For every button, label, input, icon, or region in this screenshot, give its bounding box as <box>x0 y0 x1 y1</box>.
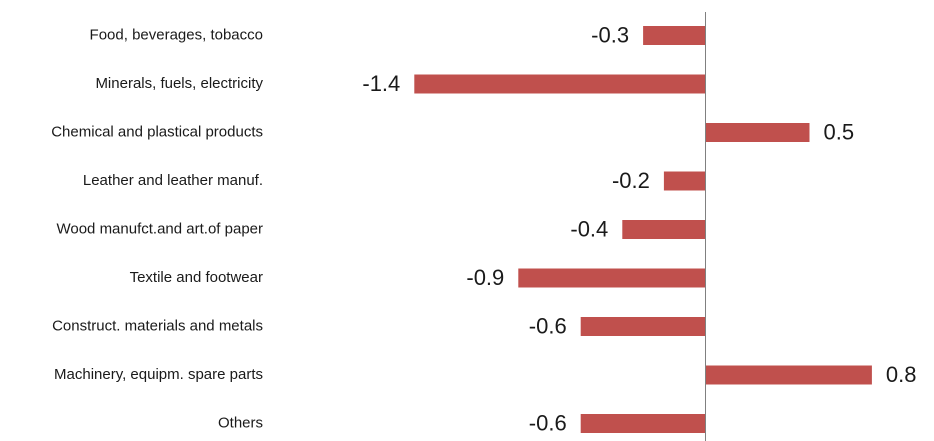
bar <box>580 317 706 336</box>
category-label: Machinery, equipm. spare parts <box>54 366 263 383</box>
bar <box>414 74 706 94</box>
data-label: 0.8 <box>886 362 917 387</box>
bar <box>643 26 706 45</box>
category-label: Chemical and plastical products <box>51 123 263 140</box>
data-label: -0.6 <box>529 313 567 338</box>
category-label: Construct. materials and metals <box>52 317 263 334</box>
data-labels: -0.3 -1.4 0.5 -0.2-0.4 -0.9 -0.6 0.8 -0.6 <box>362 22 916 435</box>
category-label: Wood manufct.and art.of paper <box>56 220 263 237</box>
data-label: -0.6 <box>529 410 567 435</box>
bar <box>518 268 706 288</box>
bar <box>580 414 706 433</box>
data-label: -0.2 <box>612 168 650 193</box>
data-label: -1.4 <box>362 71 400 96</box>
category-label: Minerals, fuels, electricity <box>95 75 263 92</box>
category-label: Food, beverages, tobacco <box>90 26 263 43</box>
bar <box>705 123 810 142</box>
bar <box>705 365 872 385</box>
category-labels: Food, beverages, tobacco Minerals, fuels,… <box>51 26 263 431</box>
data-label: 0.5 <box>824 119 855 144</box>
data-label: -0.9 <box>466 265 504 290</box>
bar <box>663 171 706 191</box>
category-label: Leather and leather manuf. <box>83 172 263 189</box>
data-label: -0.4 <box>570 216 608 241</box>
data-label: -0.3 <box>591 22 629 47</box>
category-label: Others <box>218 414 263 431</box>
bar <box>622 220 706 239</box>
bars <box>414 26 872 433</box>
category-label: Textile and footwear <box>130 269 263 286</box>
